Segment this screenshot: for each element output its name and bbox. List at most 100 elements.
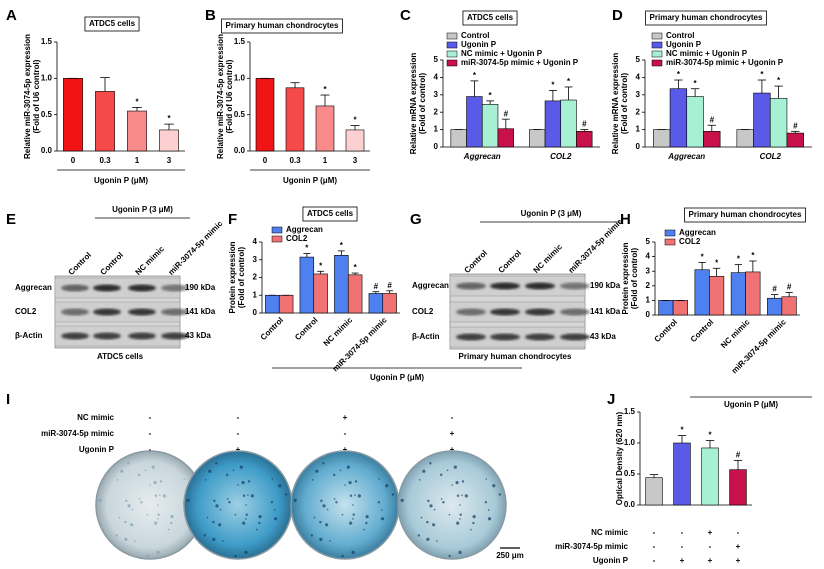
lane-label: miR-3074-5p mimic [167, 219, 225, 277]
title-box [645, 10, 767, 26]
stain-speck [154, 494, 158, 497]
stain-speck [116, 479, 119, 481]
y-tick-label: 5 [646, 237, 651, 246]
x-tick-label: COL2 [550, 152, 572, 161]
significance-mark: # [772, 285, 777, 294]
stain-speck [157, 504, 159, 506]
significance-mark: * [167, 114, 171, 123]
bar [265, 294, 280, 314]
bar [255, 78, 275, 152]
stain-speck [226, 498, 229, 500]
stain-speck [183, 478, 186, 480]
y-axis-label: Relative miR-3074-5p expression [23, 34, 32, 159]
panel-letter: J [607, 391, 615, 408]
y-tick-label: 2 [434, 107, 439, 116]
stain-speck [212, 520, 215, 524]
stain-speck [245, 504, 247, 506]
legend-label: Ugonin P [666, 40, 702, 49]
y-tick-label: 2 [646, 281, 651, 290]
stain-speck [293, 498, 297, 502]
significance-mark: * [715, 258, 719, 267]
bar [686, 96, 704, 148]
stain-speck [130, 523, 134, 527]
stain-speck [151, 465, 155, 469]
stain-speck [242, 521, 246, 525]
stain-speck [472, 521, 475, 525]
y-tick-label: 0 [646, 310, 651, 319]
significance-mark: # [710, 115, 715, 124]
stain-speck [115, 534, 119, 537]
y-axis-label: Relative mRNA expression [409, 53, 418, 155]
legend-label: Control [461, 31, 489, 40]
legend-swatch [664, 238, 676, 246]
stain-speck [385, 484, 389, 488]
stain-speck [146, 554, 149, 558]
bar [63, 78, 83, 152]
condition-sign: - [237, 413, 240, 422]
panel-letter: E [6, 211, 16, 228]
stain-speck [144, 469, 147, 472]
stain-speck [311, 479, 314, 481]
stain-speck [348, 480, 352, 485]
blot-band [456, 333, 486, 341]
stain-speck [250, 494, 254, 498]
stain-speck [351, 550, 355, 554]
panel-letter: B [205, 7, 216, 24]
stain-speck [271, 478, 274, 480]
size-label: 190 kDa [590, 281, 621, 290]
stain-speck [391, 493, 395, 496]
bar [481, 104, 499, 148]
panel-letter: I [6, 391, 10, 408]
blot-band [61, 308, 89, 316]
bar [299, 256, 315, 314]
condition-sign: - [149, 445, 152, 454]
stain-speck [313, 516, 316, 519]
blot-caption: ATDC5 cells [97, 352, 144, 361]
stain-speck [326, 508, 329, 511]
title-box [462, 10, 518, 26]
condition-sign: - [737, 528, 740, 537]
lane-label: Control [497, 248, 523, 274]
stain-speck [422, 469, 426, 473]
chart-title: ATDC5 cells [467, 13, 514, 22]
significance-mark: * [473, 71, 477, 80]
legend-swatch [664, 229, 676, 237]
x-tick-label: Control [293, 316, 319, 342]
significance-mark: # [787, 282, 792, 291]
x-tick-label: 1 [135, 156, 140, 165]
x-tick-label: NC mimic [322, 315, 355, 348]
bar [544, 100, 562, 148]
stain-speck [278, 484, 282, 488]
x-tick-label: COL2 [760, 152, 782, 161]
bar [736, 129, 754, 148]
legend-label: COL2 [679, 237, 701, 246]
bar [703, 131, 721, 148]
chart-title: Primary human chondrocytes [689, 210, 802, 219]
stain-speck [440, 498, 443, 500]
significance-mark: # [736, 450, 741, 459]
protein-label: β-Actin [412, 332, 440, 341]
stain-speck [138, 498, 141, 500]
significance-mark: # [582, 120, 587, 129]
stain-speck [352, 518, 354, 520]
stain-speck [354, 480, 358, 483]
stain-speck [329, 540, 331, 542]
significance-mark: # [504, 109, 509, 118]
stain-speck [322, 462, 325, 465]
stain-speck [226, 473, 229, 477]
significance-mark: * [701, 253, 705, 262]
stain-speck [453, 465, 457, 469]
blot-band [560, 308, 590, 316]
condition-sign: - [681, 542, 684, 551]
y-tick-label: 5 [434, 55, 439, 64]
stain-speck [241, 480, 245, 485]
legend-label: Aggrecan [679, 228, 716, 237]
stain-speck [442, 501, 445, 504]
lane-label: NC mimic [532, 242, 565, 275]
legend-label: NC mimic + Ugonin P [666, 49, 748, 58]
stain-speck [118, 516, 121, 519]
stain-speck [258, 515, 262, 519]
legend-swatch [446, 41, 458, 49]
x-axis-label: Ugonin P (μM) [283, 176, 337, 185]
significance-mark: * [777, 76, 781, 85]
